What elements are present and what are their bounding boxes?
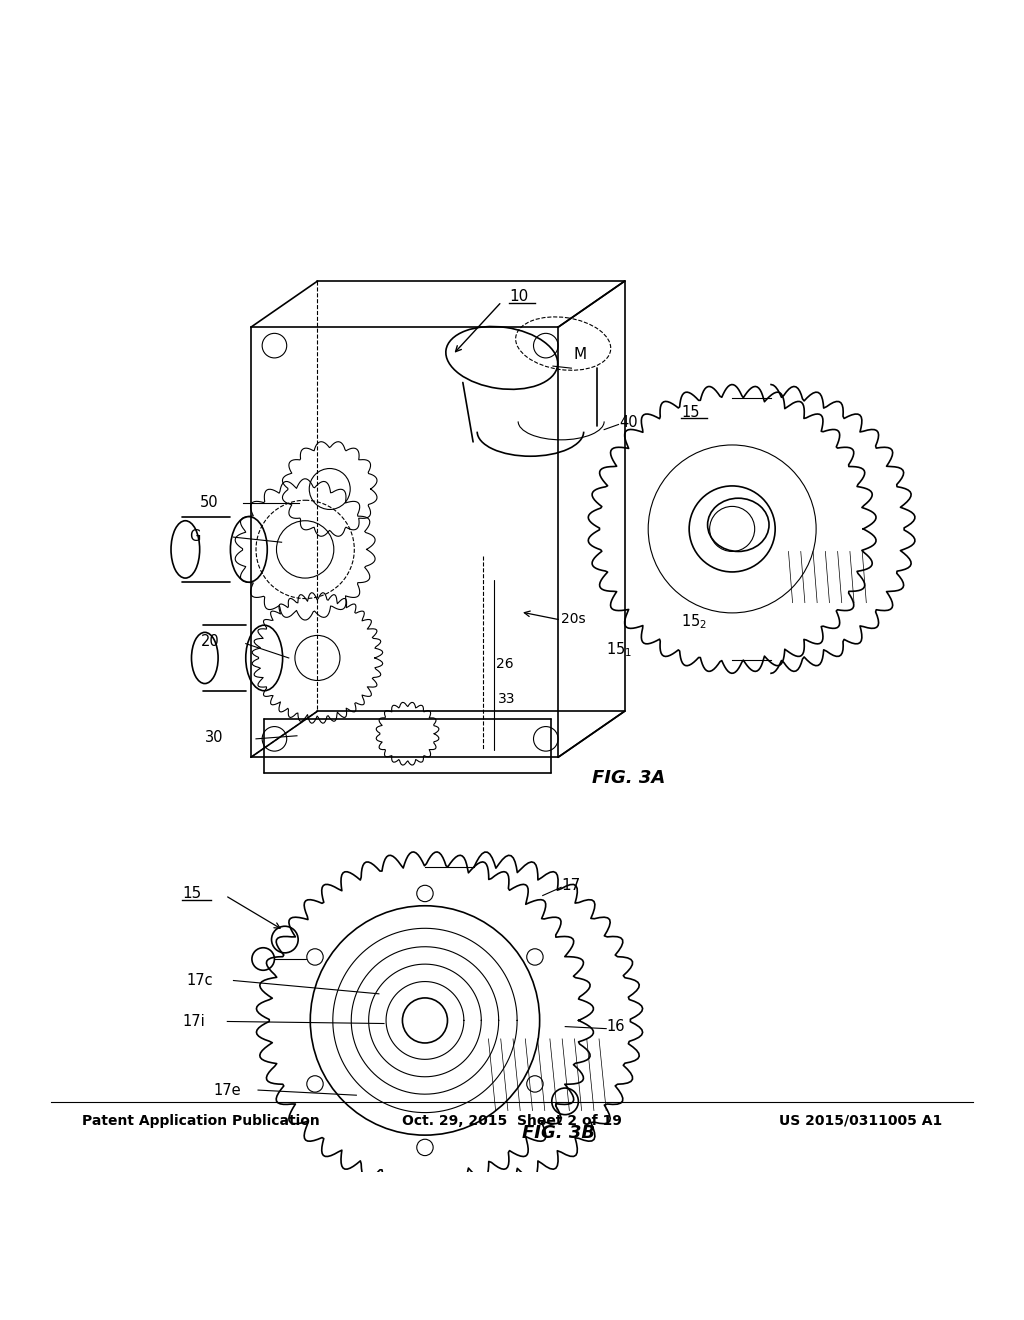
Text: FIG. 3A: FIG. 3A bbox=[592, 768, 666, 787]
Text: 20s: 20s bbox=[561, 612, 586, 626]
Text: 17: 17 bbox=[561, 878, 581, 892]
Text: 50: 50 bbox=[200, 495, 218, 510]
Text: 33: 33 bbox=[498, 692, 515, 706]
Text: 16: 16 bbox=[606, 1019, 625, 1034]
Circle shape bbox=[417, 1139, 433, 1155]
Text: 20: 20 bbox=[201, 634, 219, 649]
Text: Patent Application Publication: Patent Application Publication bbox=[82, 1114, 319, 1127]
Text: 30: 30 bbox=[205, 730, 223, 746]
Circle shape bbox=[526, 1076, 543, 1092]
Text: 15$_1$: 15$_1$ bbox=[606, 640, 633, 659]
Text: Oct. 29, 2015  Sheet 2 of 19: Oct. 29, 2015 Sheet 2 of 19 bbox=[402, 1114, 622, 1127]
Circle shape bbox=[307, 1076, 324, 1092]
Circle shape bbox=[307, 949, 324, 965]
Text: G: G bbox=[189, 528, 201, 544]
Text: 15: 15 bbox=[182, 886, 202, 902]
Text: 15$_2$: 15$_2$ bbox=[681, 612, 708, 631]
Text: 17c: 17c bbox=[186, 973, 213, 987]
Text: 15: 15 bbox=[681, 405, 699, 420]
Circle shape bbox=[526, 949, 543, 965]
Text: FIG. 3B: FIG. 3B bbox=[522, 1125, 595, 1142]
Text: 26: 26 bbox=[496, 657, 513, 671]
Text: 17i: 17i bbox=[182, 1014, 205, 1030]
Circle shape bbox=[417, 886, 433, 902]
Text: 40: 40 bbox=[620, 414, 638, 430]
Text: 17e: 17e bbox=[213, 1082, 241, 1098]
Text: US 2015/0311005 A1: US 2015/0311005 A1 bbox=[779, 1114, 942, 1127]
Text: 10: 10 bbox=[509, 289, 528, 304]
Text: M: M bbox=[573, 347, 587, 363]
